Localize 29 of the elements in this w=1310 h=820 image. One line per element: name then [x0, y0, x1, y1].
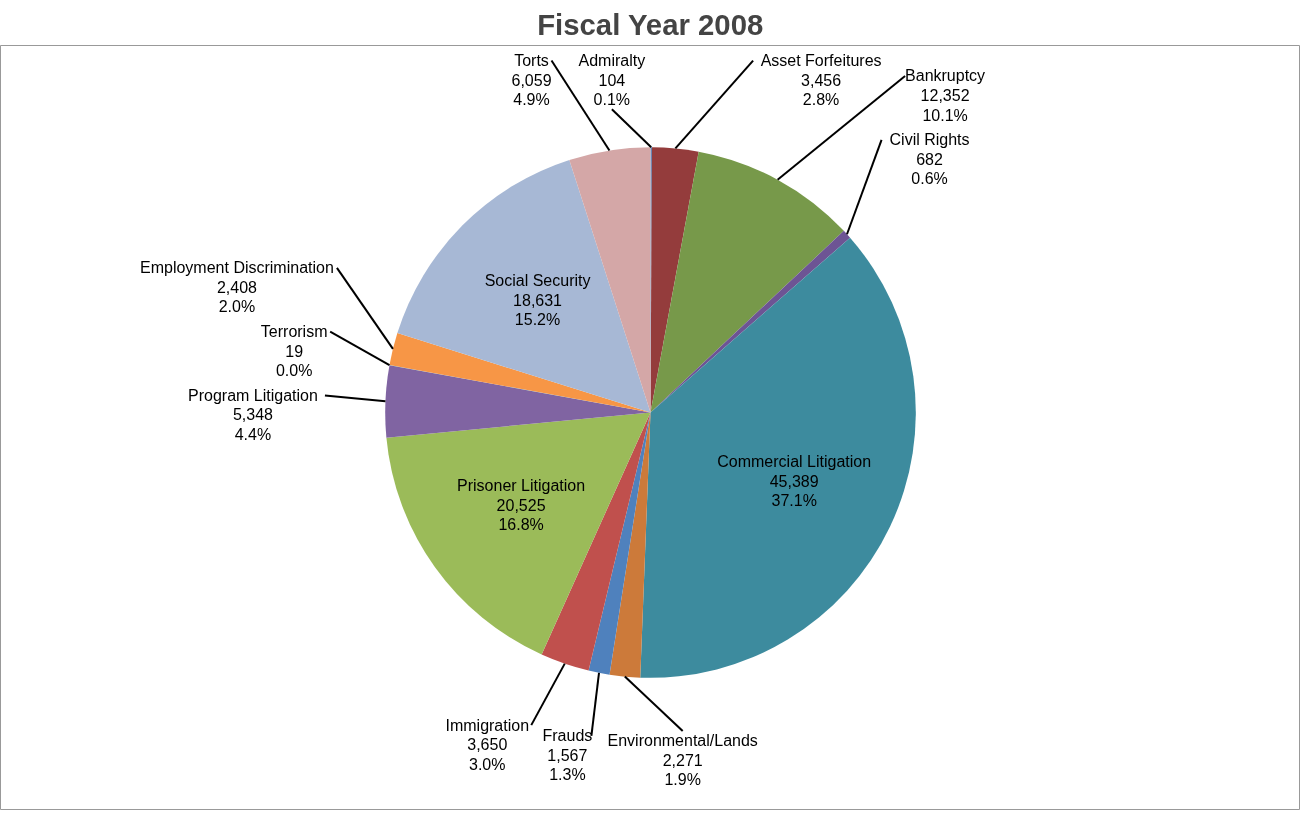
slice-label: Prisoner Litigation: [457, 477, 586, 495]
data-label: 104 0.1%: [593, 71, 631, 109]
data-label: 12,352 10.1%: [920, 87, 970, 124]
slice-label: Civil Rights: [889, 131, 970, 149]
slice-label: Asset Forfeitures: [760, 52, 882, 70]
data-label: 45,389 37.1%: [769, 472, 819, 510]
slice-label: Frauds: [542, 727, 593, 745]
slice-label: Admiralty: [578, 52, 646, 70]
slice-label: Employment Discrimination: [140, 259, 334, 277]
slice-label: Terrorism: [260, 323, 328, 341]
slice-label: Bankruptcy: [905, 67, 986, 85]
chart-title: Fiscal Year 2008: [537, 7, 764, 41]
data-label: 6,059 4.9%: [511, 71, 552, 109]
slice-label: Social Security: [484, 272, 591, 290]
data-label: 19 0.0%: [275, 342, 313, 380]
data-label: 5,348 4.4%: [232, 406, 274, 444]
slice-label: Commercial Litigation: [717, 453, 872, 471]
data-label: 3,650 3.0%: [467, 736, 508, 773]
data-label: 1,567 1.3%: [547, 746, 588, 784]
slice-label: Program Litigation: [188, 386, 318, 404]
data-label: 682 0.6%: [911, 150, 948, 188]
slice-label: Immigration: [445, 716, 530, 734]
data-label: 2,271 1.9%: [662, 751, 703, 789]
data-label: 2,408 2.0%: [216, 278, 258, 316]
data-label: 3,456 2.8%: [801, 71, 842, 109]
data-label: 20,525 16.8%: [496, 496, 546, 534]
data-label: 18,631 15.2%: [513, 291, 563, 329]
slice-label: Environmental/Lands: [607, 732, 758, 750]
slice-label: Torts: [514, 52, 549, 70]
